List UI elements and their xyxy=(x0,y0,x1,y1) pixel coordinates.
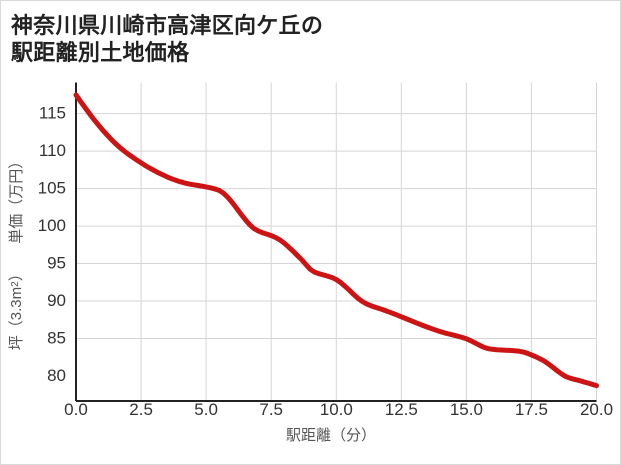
svg-text:0.0: 0.0 xyxy=(64,400,88,419)
svg-text:10.0: 10.0 xyxy=(320,400,353,419)
svg-text:105: 105 xyxy=(38,179,66,198)
svg-text:駅距離（分）: 駅距離（分） xyxy=(286,426,376,444)
svg-text:7.5: 7.5 xyxy=(259,400,283,419)
svg-text:110: 110 xyxy=(39,141,66,160)
svg-text:20.0: 20.0 xyxy=(580,400,613,419)
svg-text:2.5: 2.5 xyxy=(129,400,153,419)
svg-text:95: 95 xyxy=(47,254,66,273)
svg-text:坪（3.3m2） 単価（万円）: 坪（3.3m2） 単価（万円） xyxy=(8,154,25,350)
svg-text:15.0: 15.0 xyxy=(450,400,483,419)
svg-text:5.0: 5.0 xyxy=(194,400,218,419)
svg-text:100: 100 xyxy=(38,216,66,235)
svg-text:17.5: 17.5 xyxy=(515,400,548,419)
svg-text:90: 90 xyxy=(47,291,66,310)
svg-text:85: 85 xyxy=(47,329,66,348)
svg-text:80: 80 xyxy=(47,366,66,385)
svg-text:12.5: 12.5 xyxy=(385,400,418,419)
svg-text:115: 115 xyxy=(39,104,66,123)
